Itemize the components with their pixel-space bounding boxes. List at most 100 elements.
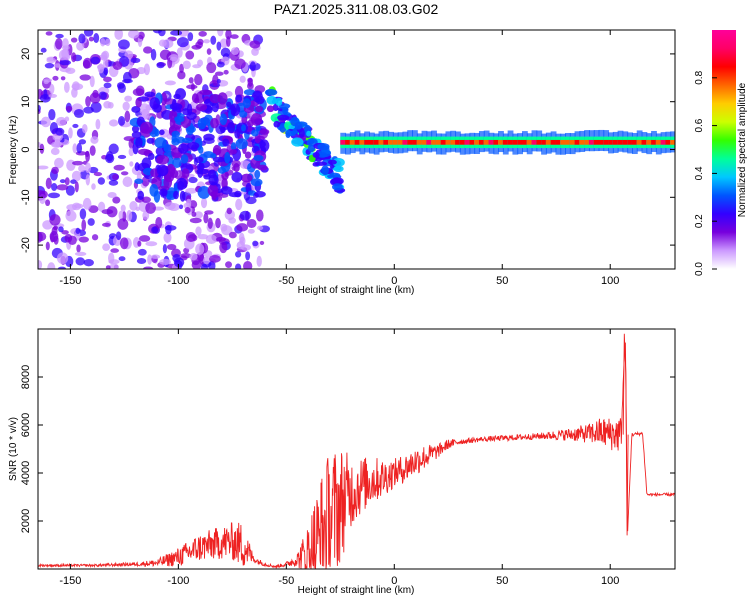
heatmap-band-core bbox=[627, 139, 633, 145]
heatmap-noise-blob bbox=[169, 56, 178, 62]
heatmap-noise-blob bbox=[78, 33, 86, 44]
heatmap-cluster-blob bbox=[220, 186, 233, 195]
heatmap-cluster-blob bbox=[250, 112, 263, 126]
heatmap-band-core bbox=[345, 139, 351, 145]
heatmap-cluster-blob bbox=[255, 105, 264, 113]
heatmap-band-core bbox=[359, 139, 366, 145]
heatmap-noise-blob bbox=[40, 47, 47, 53]
heatmap-noise-blob bbox=[64, 177, 70, 186]
heatmap-noise-blob bbox=[91, 234, 99, 241]
heatmap-cluster-blob bbox=[235, 138, 248, 150]
heatmap-cluster-blob bbox=[229, 149, 237, 155]
heatmap-band-core bbox=[412, 139, 418, 145]
heatmap-noise-blob bbox=[89, 75, 95, 88]
heatmap-noise-blob bbox=[228, 217, 237, 224]
heatmap-band-core bbox=[560, 139, 567, 145]
heatmap-noise-blob bbox=[225, 90, 233, 97]
heatmap-noise-blob bbox=[66, 204, 78, 211]
heatmap-noise-blob bbox=[82, 197, 92, 210]
heatmap-noise-blob bbox=[142, 210, 150, 220]
heatmap-cluster-blob bbox=[186, 111, 197, 120]
heatmap-noise-blob bbox=[215, 236, 227, 242]
heatmap-noise-blob bbox=[119, 237, 129, 250]
heatmap-noise-blob bbox=[103, 76, 112, 83]
heatmap-band-core bbox=[545, 139, 552, 145]
heatmap-streak-blob bbox=[309, 138, 315, 144]
heatmap-cluster-blob bbox=[217, 92, 228, 105]
heatmap-cluster-blob bbox=[135, 137, 143, 149]
heatmap-streak-blob bbox=[333, 165, 344, 173]
heatmap-band-core bbox=[402, 139, 409, 145]
heatmap-cluster-blob bbox=[171, 130, 180, 138]
heatmap-noise-blob bbox=[38, 260, 43, 269]
heatmap-noise-blob bbox=[176, 47, 183, 58]
chart-title: PAZ1.2025.311.08.03.G02 bbox=[274, 1, 439, 17]
heatmap-noise-blob bbox=[219, 38, 228, 49]
heatmap-band-core bbox=[507, 139, 514, 145]
heatmap-cluster-blob bbox=[181, 137, 193, 144]
heatmap-noise-blob bbox=[72, 81, 80, 91]
heatmap-noise-blob bbox=[52, 75, 59, 81]
heatmap-streak-blob bbox=[329, 172, 341, 179]
heatmap-ytick-label: 20 bbox=[20, 48, 32, 60]
heatmap-noise-blob bbox=[194, 211, 203, 219]
heatmap-cluster-blob bbox=[147, 152, 155, 160]
heatmap-ytick-label: -10 bbox=[20, 189, 32, 205]
heatmap-cluster-blob bbox=[212, 156, 226, 163]
heatmap-band-core bbox=[354, 139, 361, 145]
heatmap-noise-blob bbox=[78, 139, 87, 145]
heatmap-streak-blob bbox=[327, 159, 337, 165]
heatmap-noise-blob bbox=[122, 176, 133, 188]
heatmap-noise-blob bbox=[246, 218, 257, 228]
snr-series-line bbox=[38, 342, 675, 569]
heatmap-band-core bbox=[636, 139, 643, 145]
heatmap-noise-blob bbox=[89, 145, 96, 156]
heatmap-cluster-blob bbox=[255, 95, 265, 105]
heatmap-cluster-blob bbox=[230, 142, 237, 151]
heatmap-band-core bbox=[407, 139, 414, 145]
heatmap-noise-blob bbox=[112, 174, 119, 181]
heatmap-cluster-blob bbox=[254, 169, 261, 179]
heatmap-ytick-label: -20 bbox=[20, 237, 32, 253]
heatmap-cluster-blob bbox=[233, 163, 240, 173]
heatmap-band-core bbox=[421, 139, 428, 145]
heatmap-noise-blob bbox=[234, 58, 246, 69]
heatmap-noise-blob bbox=[178, 204, 184, 210]
heatmap-band-core bbox=[665, 139, 672, 145]
heatmap-band-core bbox=[670, 139, 675, 145]
heatmap-band-core bbox=[450, 139, 457, 145]
heatmap-band-core bbox=[617, 139, 624, 145]
heatmap-band-core bbox=[455, 139, 461, 145]
heatmap-cluster-blob bbox=[131, 105, 141, 113]
heatmap-cluster-blob bbox=[231, 171, 243, 183]
heatmap-band-core bbox=[641, 139, 648, 145]
heatmap-cluster-blob bbox=[181, 168, 190, 179]
heatmap-noise-blob bbox=[236, 241, 246, 250]
heatmap-noise-blob bbox=[68, 127, 73, 139]
heatmap-noise-blob bbox=[126, 210, 133, 222]
heatmap-noise-blob bbox=[220, 47, 231, 58]
heatmap-band-core bbox=[502, 139, 509, 145]
heatmap-cluster-blob bbox=[171, 138, 180, 146]
heatmap-streak-blob bbox=[332, 157, 345, 167]
heatmap-noise-blob bbox=[55, 33, 64, 39]
heatmap-band-core bbox=[397, 139, 404, 145]
heatmap-noise-blob bbox=[98, 91, 107, 100]
heatmap-cluster-blob bbox=[177, 180, 185, 191]
heatmap-noise-blob bbox=[207, 217, 213, 230]
heatmap-noise-blob bbox=[158, 39, 167, 47]
colorbar-swatch bbox=[712, 30, 736, 269]
heatmap-ytick-label: 0 bbox=[20, 146, 32, 152]
colorbar-tick-label: 0.0 bbox=[694, 262, 705, 276]
heatmap-noise-blob bbox=[40, 116, 51, 128]
heatmap-noise-blob bbox=[113, 164, 125, 171]
heatmap-cluster-blob bbox=[250, 178, 263, 187]
heatmap-cluster-blob bbox=[156, 164, 169, 177]
heatmap-noise-blob bbox=[129, 161, 134, 167]
heatmap-noise-blob bbox=[210, 35, 217, 45]
heatmap-cluster-blob bbox=[178, 143, 189, 154]
heatmap-band-core bbox=[440, 139, 447, 145]
heatmap-noise-blob bbox=[44, 62, 54, 69]
